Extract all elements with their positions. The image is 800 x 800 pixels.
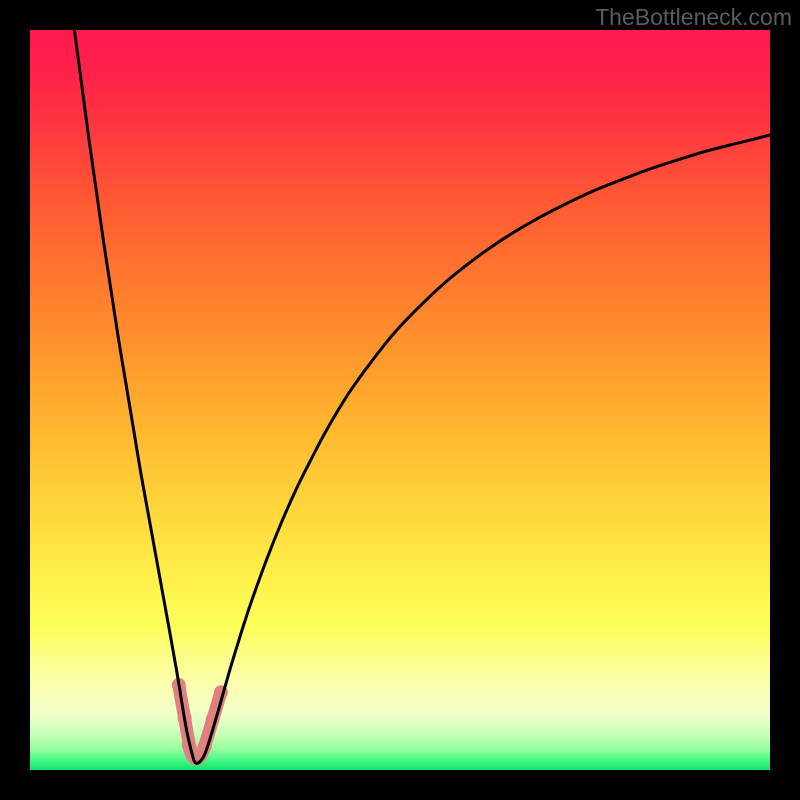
bottleneck-chart-svg [0, 0, 800, 800]
gradient-background [30, 30, 770, 770]
chart-stage: TheBottleneck.com [0, 0, 800, 800]
